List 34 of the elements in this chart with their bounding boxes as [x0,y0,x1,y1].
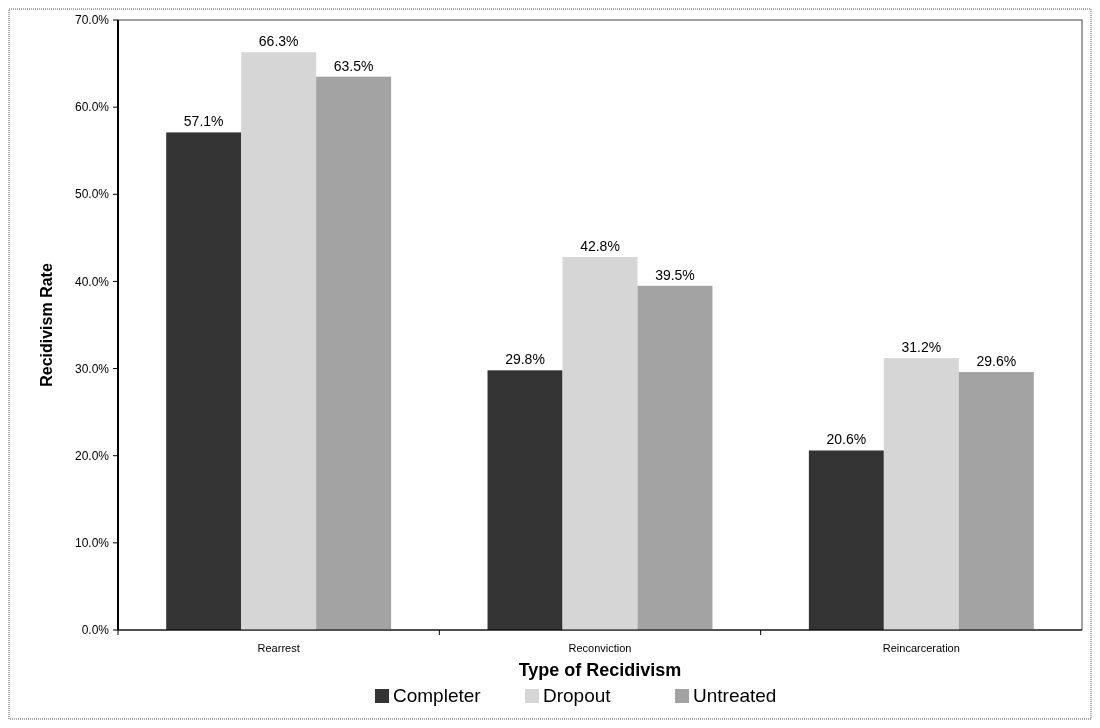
bar [562,257,638,630]
x-tick-label: Rearrest [257,642,300,654]
x-axis-title: Type of Recidivism [518,660,682,680]
bar [241,52,317,630]
y-tick-label: 10.0% [74,536,110,551]
data-label: 29.6% [976,353,1017,370]
y-tick-label: 50.0% [74,187,110,202]
legend-label: Untreated [693,685,777,706]
data-label: 39.5% [655,266,695,283]
data-label: 29.8% [505,351,545,368]
bar [808,450,884,630]
y-axis-title: Recidivism Rate [38,263,55,387]
legend-label: Completer [393,685,482,706]
data-label: 20.6% [826,431,867,448]
y-tick-label: 20.0% [74,448,110,463]
data-label: 63.5% [333,57,374,74]
bar [316,76,392,630]
data-label: 57.1% [183,113,224,130]
data-label: 31.2% [901,339,942,356]
bar [166,132,242,630]
y-tick-label: 70.0% [74,13,110,28]
bar [883,358,959,630]
bar [487,370,563,630]
x-tick-label: Reconviction [568,642,632,654]
x-tick-label: Reincarceration [882,642,960,654]
data-label: 66.3% [258,33,299,50]
bar [958,372,1034,630]
y-tick-label: 60.0% [74,100,110,115]
y-tick-label: 30.0% [74,361,110,376]
bar [637,285,713,630]
legend-label: Dropout [543,685,612,706]
data-label: 42.8% [580,238,620,255]
y-tick-label: 40.0% [74,274,110,289]
y-tick-label: 0.0% [81,623,110,638]
